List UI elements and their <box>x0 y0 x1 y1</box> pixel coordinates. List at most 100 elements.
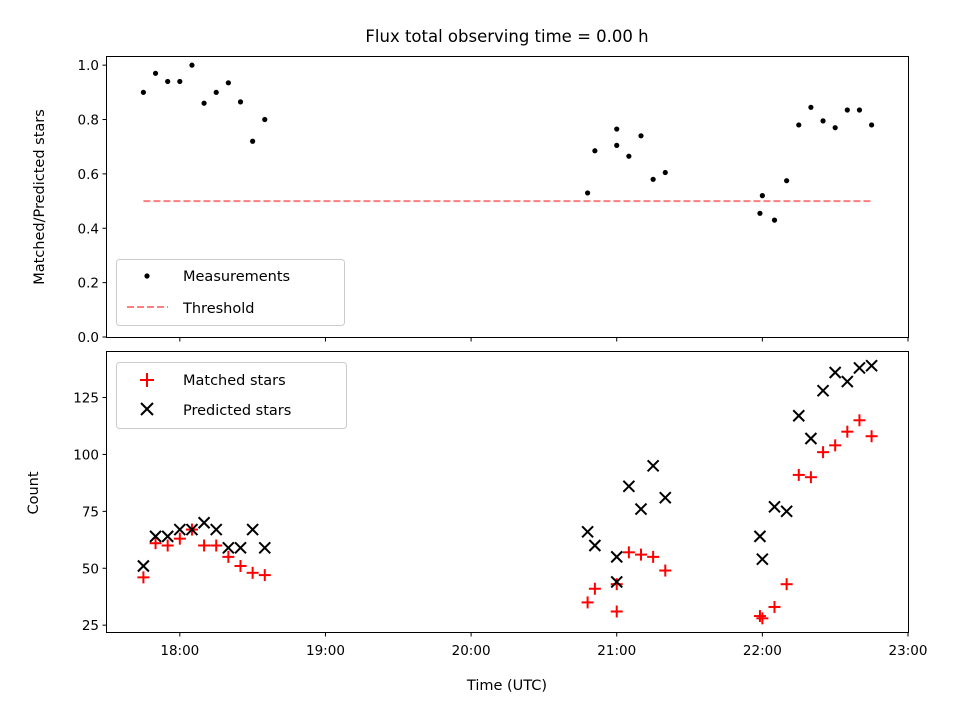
predicted-stars-point <box>581 525 594 539</box>
top-y-tick-label: 0.2 <box>78 276 99 292</box>
matched-stars-point <box>756 612 769 625</box>
predicted-stars-point <box>768 500 781 514</box>
top-chart-legend: Measurements Threshold <box>116 259 345 326</box>
measurements-point <box>237 99 244 105</box>
predicted-stars-point <box>841 375 854 388</box>
top-chart-title: Flux total observing time = 0.00 h <box>365 27 648 46</box>
predicted-stars-point <box>149 530 162 543</box>
predicted-stars-point <box>634 502 648 516</box>
predicted-stars-point <box>646 459 660 473</box>
matched-stars-point <box>161 539 174 552</box>
bottom-chart-x-axis: 18:00 19:00 20:00 21:00 22:00 23:00 <box>160 632 927 659</box>
measurements-point <box>662 169 668 176</box>
bottom-y-tick-label: 25 <box>82 618 99 634</box>
predicted-stars-point <box>161 530 174 543</box>
bottom-chart-x-label: Time (UTC) <box>466 678 547 694</box>
matched-stars-point <box>210 539 223 552</box>
predicted-stars-point <box>792 409 805 422</box>
bottom-x-tick-label: 21:00 <box>597 643 636 659</box>
top-chart-x-axis <box>179 337 909 342</box>
measurements-point <box>250 138 256 144</box>
matched-stars-point <box>768 600 781 613</box>
matched-stars-point <box>780 578 793 591</box>
measurements-point <box>614 126 620 132</box>
top-y-tick-label: 0.8 <box>78 113 99 129</box>
predicted-stars-point <box>185 523 199 536</box>
matched-stars-point <box>198 539 211 552</box>
matched-stars-point <box>841 425 854 438</box>
measurements-point <box>201 100 207 106</box>
legend-label-threshold: Threshold <box>182 301 254 317</box>
matched-stars-point <box>610 605 623 618</box>
matched-stars-point <box>581 596 594 609</box>
measurements-point <box>757 210 763 216</box>
matched-stars-point <box>246 566 259 579</box>
matched-stars-point <box>222 550 235 563</box>
matched-stars-point <box>792 468 805 481</box>
bottom-y-tick-label: 125 <box>73 391 99 407</box>
measurements-point <box>868 122 875 128</box>
measurements-point <box>759 193 765 199</box>
measurements-point <box>225 80 231 86</box>
measurements-point <box>820 118 826 124</box>
top-chart-y-label: Matched/Predicted stars <box>32 109 48 285</box>
matched-stars-point <box>635 548 647 561</box>
top-y-tick-label: 0.6 <box>78 167 99 183</box>
top-y-tick-label: 0.4 <box>78 221 99 237</box>
matched-stars-point <box>659 564 672 577</box>
bottom-chart-legend: Matched stars Predicted stars <box>116 362 347 429</box>
bottom-x-tick-label: 20:00 <box>452 643 491 659</box>
predicted-stars-point <box>756 552 769 566</box>
bottom-x-tick-label: 18:00 <box>160 643 199 659</box>
top-legend-frame <box>116 259 345 326</box>
measurements-point <box>140 89 147 95</box>
measurements-point <box>213 89 219 95</box>
predicted-stars-point <box>246 523 259 536</box>
measurements-point <box>844 107 850 113</box>
measurements-point <box>614 142 620 148</box>
measurements-point <box>650 176 656 182</box>
measurements-point <box>177 78 183 85</box>
top-y-tick-label: 0.0 <box>78 330 99 346</box>
legend-swatch-predicted-stars <box>140 402 154 416</box>
predicted-stars-point <box>753 530 767 543</box>
predicted-stars-point <box>610 550 623 564</box>
measurements-point <box>585 190 591 196</box>
predicted-stars-point <box>780 505 793 518</box>
predicted-stars-point <box>210 523 223 536</box>
matched-stars-point <box>234 559 247 572</box>
matched-stars-point <box>817 446 830 459</box>
predicted-stars-point <box>222 541 235 554</box>
measurements-point <box>592 148 598 154</box>
matched-stars-point <box>137 571 150 584</box>
top-chart-y-axis: 0.0 0.2 0.4 0.6 0.8 1.0 <box>78 58 107 346</box>
predicted-stars-point <box>659 491 672 504</box>
measurements-point <box>626 153 632 159</box>
top-y-tick-label: 1.0 <box>78 58 99 74</box>
bottom-chart-plot <box>137 359 878 625</box>
matched-stars-point <box>610 578 623 591</box>
matched-stars-point <box>588 582 601 595</box>
predicted-stars-point <box>258 541 271 554</box>
measurements-point <box>784 178 790 184</box>
bottom-chart-y-axis: 25 50 75 100 125 <box>73 391 107 634</box>
matched-stars-point <box>804 471 817 484</box>
legend-label-measurements: Measurements <box>183 269 290 285</box>
bottom-x-tick-label: 23:00 <box>889 643 928 659</box>
predicted-stars-point <box>610 575 623 589</box>
matched-stars-point <box>149 537 162 550</box>
measurements-point <box>832 125 838 131</box>
top-chart-frame <box>106 56 909 338</box>
measurements-point <box>638 133 644 139</box>
predicted-stars-point <box>588 539 602 552</box>
matched-stars-point <box>258 569 271 582</box>
predicted-stars-point <box>865 359 878 372</box>
legend-label-matched-stars: Matched stars <box>183 373 286 389</box>
bottom-x-tick-label: 22:00 <box>743 643 782 659</box>
matched-stars-point <box>753 610 766 623</box>
measurements-point <box>856 107 863 113</box>
bottom-y-tick-label: 100 <box>73 447 99 463</box>
predicted-stars-point <box>234 541 247 554</box>
matched-stars-point <box>865 430 878 443</box>
legend-label-predicted-stars: Predicted stars <box>183 403 291 419</box>
